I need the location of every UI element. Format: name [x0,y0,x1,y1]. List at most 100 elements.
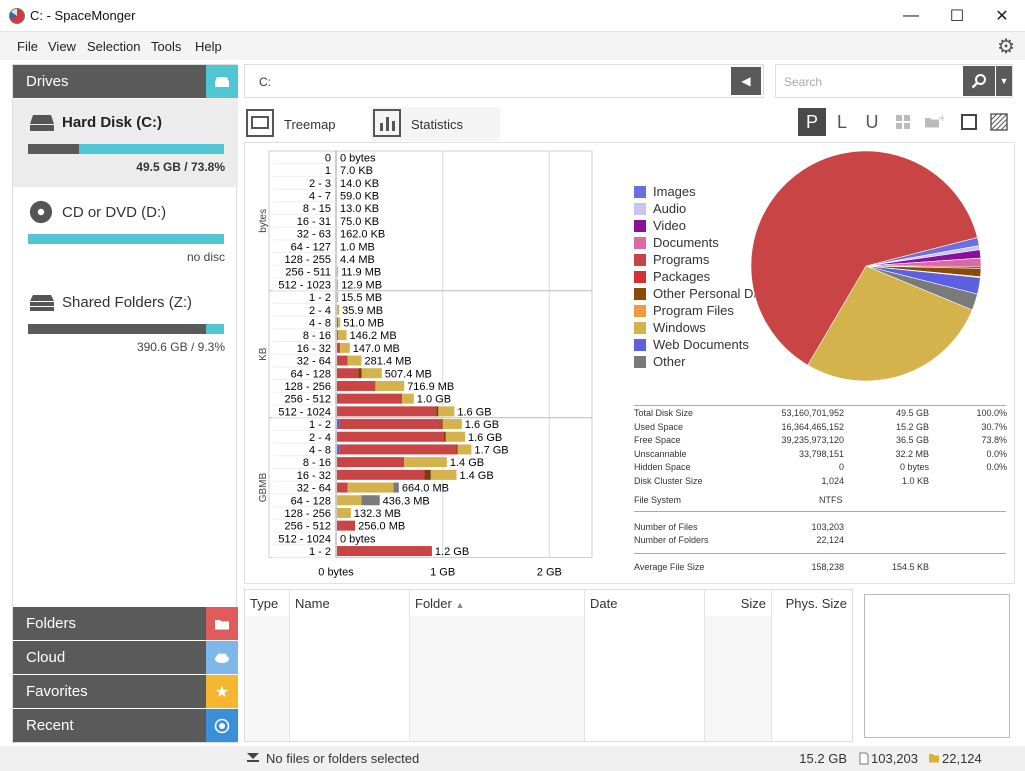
legend-item: Web Documents [634,336,814,353]
value-label: 256.0 MB [358,521,405,533]
histogram-bar [337,330,339,341]
column-size[interactable]: Size [705,590,772,741]
column-date[interactable]: Date [585,590,705,741]
column-header-type[interactable]: Type [250,596,279,611]
back-button[interactable]: ◀ [731,67,761,95]
folders-header[interactable]: Folders [13,607,238,640]
average-file-size-label: Average File Size [634,562,705,572]
histogram-bar [337,279,339,290]
category-label: 16 - 31 [297,216,331,228]
category-label: 64 - 128 [291,368,331,380]
histogram-bar [337,355,348,366]
menu-selection[interactable]: Selection [87,39,141,54]
histogram-bar [340,342,350,353]
column-folder[interactable]: Folder ▲ [410,590,585,741]
histogram-bar [337,292,339,303]
legend-swatch [634,220,646,232]
column-header-phys-size[interactable]: Phys. Size [785,596,847,611]
column-header-folder-label: Folder [415,596,452,611]
legend-label: Other Personal Data [653,286,772,301]
legend-label: Packages [653,269,711,284]
average-file-size-value: 154.5 KB [891,562,929,572]
disk-stat-row: Hidden Space 0 0 bytes 0.0% [634,462,1009,475]
view-p-button[interactable]: P [798,108,826,136]
app-icon [9,8,25,24]
address-bar[interactable]: C: ◀ [244,64,764,98]
category-label: 4 - 7 [309,190,331,202]
disc-icon [29,200,53,224]
close-button[interactable]: ✕ [995,8,1009,25]
expand-down-icon[interactable] [247,751,259,765]
histogram-bar [337,419,340,430]
column-name[interactable]: Name [290,590,410,741]
histogram-bar [402,393,414,404]
status-text: No files or folders selected [266,751,420,766]
value-label: 1.6 GB [457,406,491,418]
tab-statistics[interactable]: Statistics [371,107,500,141]
category-label: 32 - 64 [297,356,331,368]
drive-shared-folders[interactable]: Shared Folders (Z:) 390.6 GB / 9.3% [13,279,238,367]
legend-item: Other [634,353,814,370]
gear-icon[interactable]: ⚙ [997,36,1015,58]
drives-header[interactable]: Drives [13,65,238,98]
stat-percent: 73.8% [981,435,1007,445]
legend-item: Programs [634,251,814,268]
stat-bytes: 0 [838,462,844,472]
tab-statistics-label: Statistics [411,117,464,132]
histogram-bar [338,317,341,328]
disk-stat-row: Unscannable 33,798,151 32.2 MB 0.0% [634,449,1009,462]
search-input[interactable] [784,73,954,91]
category-label: 0 [325,152,331,164]
histogram-bar [338,330,347,341]
view-u-button[interactable]: U [865,111,879,132]
menu-tools[interactable]: Tools [151,39,182,54]
add-folder-icon[interactable]: + [920,108,948,136]
view-l-button[interactable]: L [836,111,847,132]
column-header-folder[interactable]: Folder ▲ [410,590,584,616]
svg-text:+: + [938,114,944,124]
maximize-button[interactable]: ☐ [949,8,965,25]
category-label: 512 - 1024 [278,533,331,545]
favorites-header[interactable]: Favorites ★ [13,675,238,708]
search-button[interactable] [963,66,995,96]
column-header-date[interactable]: Date [590,596,618,611]
legend-label: Images [653,184,696,199]
category-label: 1 - 2 [309,292,331,304]
category-label: 256 - 511 [285,267,331,279]
drive-usage-bar [28,324,224,334]
stat-label: Used Space [634,421,684,432]
frame-icon[interactable] [955,108,983,136]
cloud-header[interactable]: Cloud [13,641,238,674]
legend-swatch [634,288,646,300]
recent-header[interactable]: Recent [13,709,238,742]
drive-info: no disc [186,250,225,264]
sort-ascending-icon: ▲ [455,600,465,610]
menu-view[interactable]: View [48,39,76,54]
menu-help[interactable]: Help [195,39,222,54]
value-label: 12.9 MB [341,279,382,291]
stat-size: 15.2 GB [895,421,929,432]
value-label: 59.0 KB [340,190,379,202]
column-header-size[interactable]: Size [740,596,766,611]
histogram-bar [375,380,405,391]
category-label: 1 - 2 [309,546,331,558]
folder-icon [929,754,939,763]
search-dropdown-button[interactable]: ▼ [996,66,1012,96]
drive-hard-disk[interactable]: Hard Disk (C:) 49.5 GB / 73.8% [13,99,238,187]
drive-cd-dvd[interactable]: CD or DVD (D:) no disc [13,189,238,277]
histogram-bar [338,406,437,417]
average-file-size-row: Average File Size 158,238 154.5 KB [634,562,1009,575]
histogram-bar [337,546,432,557]
tab-treemap[interactable]: Treemap [244,107,370,141]
grid-icon[interactable] [889,108,917,136]
minimize-button[interactable]: — [903,7,919,24]
histogram-bar [337,469,425,480]
histogram-bar [337,457,405,468]
column-phys-size[interactable]: Phys. Size [772,590,852,741]
column-type[interactable]: Type [245,590,290,741]
column-header-name[interactable]: Name [295,596,330,611]
hatch-pattern-icon[interactable] [985,108,1013,136]
menu-file[interactable]: File [17,39,38,54]
group-label: bytes [258,209,269,233]
histogram-bar [337,406,339,417]
